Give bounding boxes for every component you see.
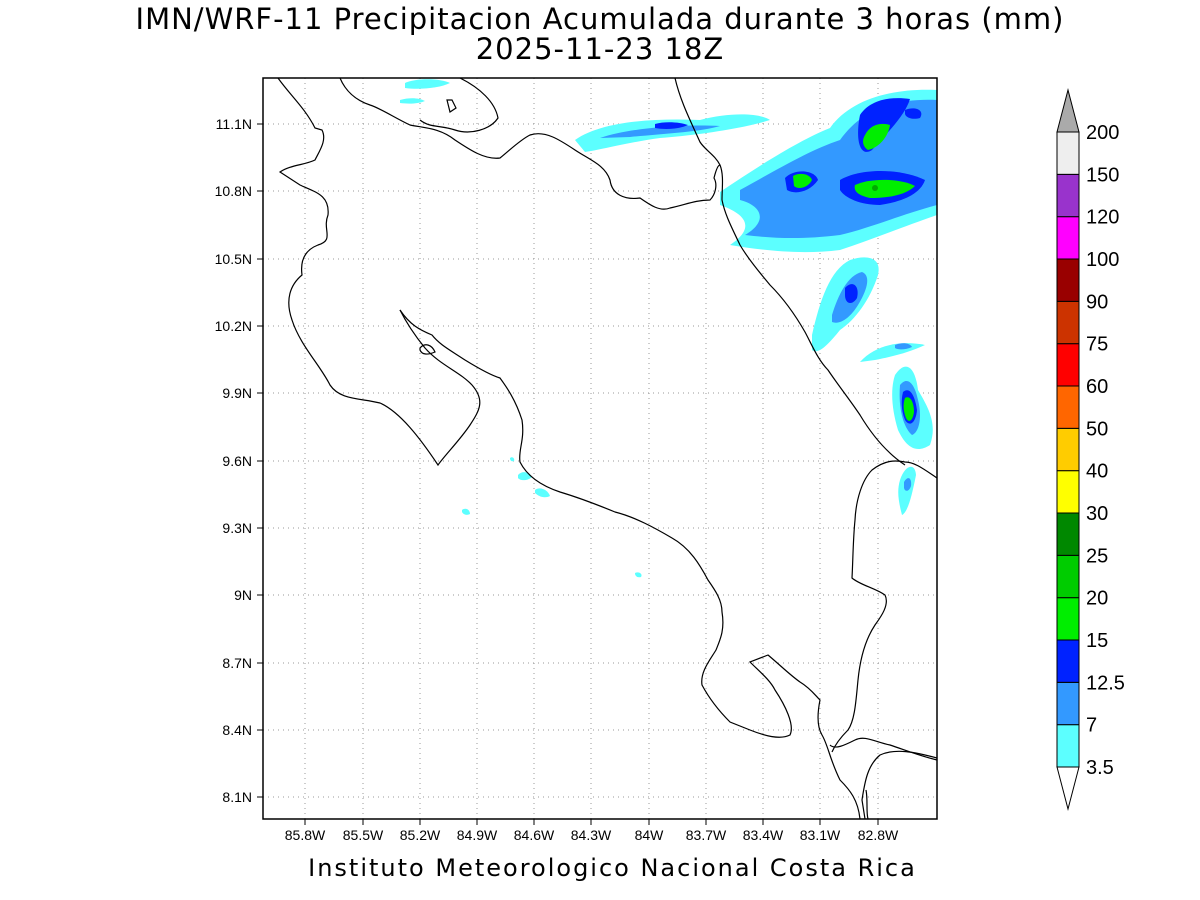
- colorbar-label: 20: [1086, 588, 1108, 610]
- lon-tick-label: 83.4W: [743, 827, 784, 843]
- lon-tick-label: 82.8W: [858, 827, 899, 843]
- colorbar-label: 50: [1086, 418, 1108, 440]
- colorbar-label: 75: [1086, 334, 1108, 356]
- colorbar-box: [1056, 385, 1080, 429]
- colorbar-box: [1056, 427, 1080, 472]
- colorbar-box: [1056, 597, 1080, 641]
- lon-tick-label: 84.3W: [571, 827, 612, 843]
- colorbar-box: [1056, 554, 1080, 599]
- colorbar-label: 30: [1086, 503, 1108, 525]
- lon-tick-label: 84.6W: [514, 827, 555, 843]
- map-title: IMN/WRF-11 Precipitacion Acumulada duran…: [135, 2, 1065, 36]
- colorbar-label: 120: [1086, 207, 1119, 229]
- lat-tick-label: 8.1N: [222, 789, 252, 805]
- colorbar-over-triangle: [1056, 88, 1080, 133]
- colorbar-box: [1056, 681, 1080, 726]
- colorbar-box: [1056, 216, 1080, 260]
- colorbar-label: 90: [1086, 291, 1108, 313]
- lat-tick-label: 11.1N: [216, 116, 252, 132]
- lon-tick-label: 83.7W: [686, 827, 727, 843]
- map-date: 2025-11-23 18Z: [475, 32, 725, 66]
- colorbar-box: [1056, 343, 1080, 387]
- map-frame: [262, 77, 938, 820]
- latitude-axis: 11.1N 10.8N 10.5N 10.2N 9.9N 9.6N 9.3N 9N 8.7N 8.…: [215, 116, 263, 805]
- footer-institute: Instituto Meteorologico Nacional Costa R…: [308, 854, 917, 882]
- colorbar-box: [1056, 512, 1080, 556]
- colorbar-label: 7: [1086, 715, 1097, 737]
- lon-tick-label: 84W: [635, 827, 665, 843]
- lat-tick-label: 9.6N: [222, 453, 252, 469]
- colorbar-under-triangle: [1056, 766, 1080, 811]
- colorbar-label: 25: [1086, 545, 1108, 567]
- lat-tick-label: 10.8N: [215, 183, 252, 199]
- colorbar-box: [1056, 131, 1080, 175]
- longitude-axis: 85.8W 85.5W 85.2W 84.9W 84.6W 84.3W 84W 83.7W 83…: [285, 827, 899, 843]
- colorbar-box: [1056, 639, 1080, 683]
- lon-tick-label: 85.2W: [400, 827, 441, 843]
- map-grid: [263, 78, 937, 819]
- colorbar-label: 40: [1086, 461, 1108, 483]
- lat-tick-label: 9.9N: [222, 385, 252, 401]
- colorbar-label: 60: [1086, 376, 1108, 398]
- lat-tick-label: 8.4N: [222, 722, 252, 738]
- lon-tick-label: 84.9W: [457, 827, 498, 843]
- colorbar-box: [1056, 470, 1080, 514]
- colorbar: 3.5 7 12.5 15 20 25 30 40 50 60 75 90 100 120 150 200: [1056, 88, 1125, 811]
- colorbar-box: [1056, 173, 1080, 218]
- lat-tick-label: 9.3N: [222, 520, 252, 536]
- colorbar-box: [1056, 724, 1080, 768]
- lon-tick-label: 85.8W: [285, 827, 326, 843]
- lon-tick-label: 83.1W: [800, 827, 841, 843]
- coastline: [277, 78, 937, 819]
- precipitation-field: [400, 79, 937, 578]
- colorbar-label: 12.5: [1086, 672, 1125, 694]
- colorbar-box: [1056, 258, 1080, 302]
- colorbar-label: 200: [1086, 122, 1119, 144]
- colorbar-label: 15: [1086, 630, 1108, 652]
- lat-tick-label: 10.5N: [215, 251, 252, 267]
- colorbar-label: 100: [1086, 249, 1119, 271]
- colorbar-box: [1056, 300, 1080, 345]
- lat-tick-label: 8.7N: [222, 655, 252, 671]
- lat-tick-label: 9N: [234, 587, 252, 603]
- lon-tick-label: 85.5W: [343, 827, 384, 843]
- lat-tick-label: 10.2N: [215, 318, 252, 334]
- colorbar-label: 3.5: [1086, 757, 1114, 779]
- colorbar-label: 150: [1086, 164, 1119, 186]
